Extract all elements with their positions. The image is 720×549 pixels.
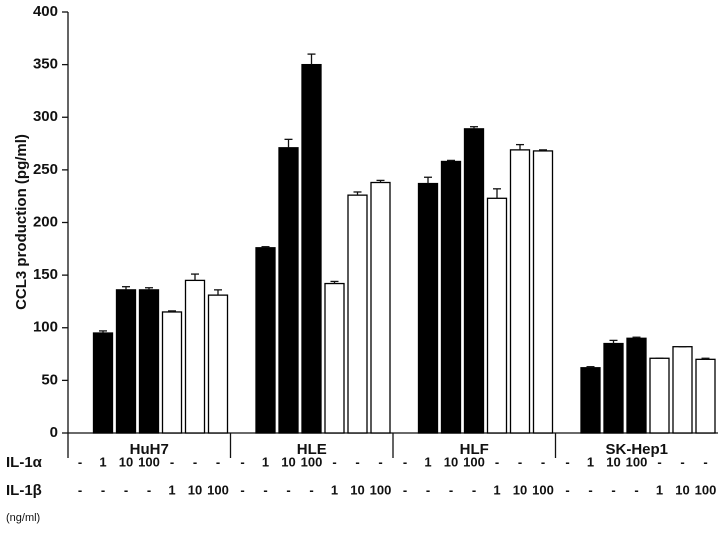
treatment-label: IL-1α	[6, 454, 43, 471]
treatment-entry: -	[170, 454, 174, 469]
treatment-entry: 100	[301, 454, 323, 469]
treatment-entry: -	[124, 482, 128, 497]
bar	[440, 160, 462, 434]
y-axis-label: CCL3 production (pg/ml)	[13, 134, 30, 310]
treatment-entry: 1	[424, 454, 431, 469]
treatment-entry: -	[355, 454, 359, 469]
treatment-entry: -	[611, 482, 615, 497]
bar	[92, 332, 114, 434]
treatment-entry: 1	[168, 482, 175, 497]
bar	[486, 197, 508, 434]
treatment-entry: 100	[207, 482, 229, 497]
y-tick-label: 50	[41, 371, 58, 388]
treatment-entry: -	[541, 454, 545, 469]
treatment-entry: 10	[513, 482, 527, 497]
treatment-entry: -	[147, 482, 151, 497]
treatment-entry: 100	[463, 454, 485, 469]
treatment-entry: -	[565, 454, 569, 469]
treatment-entry: -	[240, 482, 244, 497]
treatment-entry: -	[472, 482, 476, 497]
y-tick-label: 150	[33, 266, 58, 283]
bar	[509, 149, 531, 434]
bar	[115, 289, 137, 434]
treatment-entry: 100	[138, 454, 160, 469]
bar	[603, 342, 624, 434]
treatment-entry: -	[495, 454, 499, 469]
bar	[207, 294, 229, 434]
bar	[347, 194, 368, 434]
treatment-entry: -	[286, 482, 290, 497]
treatment-entry: -	[193, 454, 197, 469]
bar	[324, 282, 345, 434]
bar	[463, 128, 485, 434]
treatment-entry: 10	[675, 482, 689, 497]
treatment-entry: -	[403, 454, 407, 469]
treatment-entry: -	[332, 454, 336, 469]
treatment-entry: -	[78, 454, 82, 469]
bar	[278, 147, 299, 434]
unit-note: (ng/ml)	[6, 512, 40, 524]
treatment-entry: 1	[493, 482, 500, 497]
x-tick-label: HLE	[297, 441, 327, 458]
bar	[184, 279, 206, 434]
treatment-entry: 10	[281, 454, 295, 469]
x-tick-label: HuH7	[130, 441, 169, 458]
treatment-label: IL-1β	[6, 482, 42, 499]
y-tick-label: 200	[33, 213, 58, 230]
bar	[161, 311, 183, 434]
bar	[301, 63, 322, 434]
treatment-entry: 10	[444, 454, 458, 469]
bar	[255, 247, 276, 434]
treatment-entry: 10	[606, 454, 620, 469]
treatment-entry: -	[101, 482, 105, 497]
treatment-entry: 10	[350, 482, 364, 497]
treatment-entry: -	[216, 454, 220, 469]
treatment-entry: -	[565, 482, 569, 497]
bar	[672, 346, 693, 434]
treatment-entry: -	[403, 482, 407, 497]
y-tick-label: 100	[33, 319, 58, 336]
treatment-entry: 1	[262, 454, 269, 469]
y-tick-label: 250	[33, 161, 58, 178]
bar	[626, 337, 647, 434]
bar	[370, 181, 391, 434]
treatment-entry: -	[588, 482, 592, 497]
bar	[695, 358, 716, 434]
y-tick-label: 350	[33, 56, 58, 73]
y-tick-label: 400	[33, 3, 58, 20]
treatment-entry: -	[78, 482, 82, 497]
y-tick-label: 0	[50, 424, 58, 441]
treatment-entry: -	[449, 482, 453, 497]
treatment-entry: -	[378, 454, 382, 469]
treatment-entry: 1	[656, 482, 663, 497]
bar	[417, 182, 439, 434]
treatment-entry: 100	[626, 454, 648, 469]
treatment-entry: -	[680, 454, 684, 469]
treatment-entry: -	[703, 454, 707, 469]
y-tick-label: 300	[33, 108, 58, 125]
treatment-entry: 100	[532, 482, 554, 497]
treatment-entry: 1	[99, 454, 106, 469]
bar	[138, 289, 160, 434]
treatment-entry: -	[634, 482, 638, 497]
treatment-entry: -	[263, 482, 267, 497]
treatment-entry: 1	[587, 454, 594, 469]
bar	[532, 150, 554, 434]
treatment-entry: 1	[331, 482, 338, 497]
treatment-entry: -	[426, 482, 430, 497]
bar	[649, 357, 670, 434]
treatment-entry: 10	[119, 454, 133, 469]
treatment-entry: -	[309, 482, 313, 497]
treatment-entry: 10	[188, 482, 202, 497]
treatment-entry: -	[518, 454, 522, 469]
treatment-entry: 100	[370, 482, 392, 497]
treatment-entry: 100	[695, 482, 717, 497]
bar	[580, 367, 601, 434]
x-tick-label: HLF	[460, 441, 489, 458]
treatment-entry: -	[657, 454, 661, 469]
x-tick-label: SK-Hep1	[605, 441, 668, 458]
treatment-entry: -	[240, 454, 244, 469]
